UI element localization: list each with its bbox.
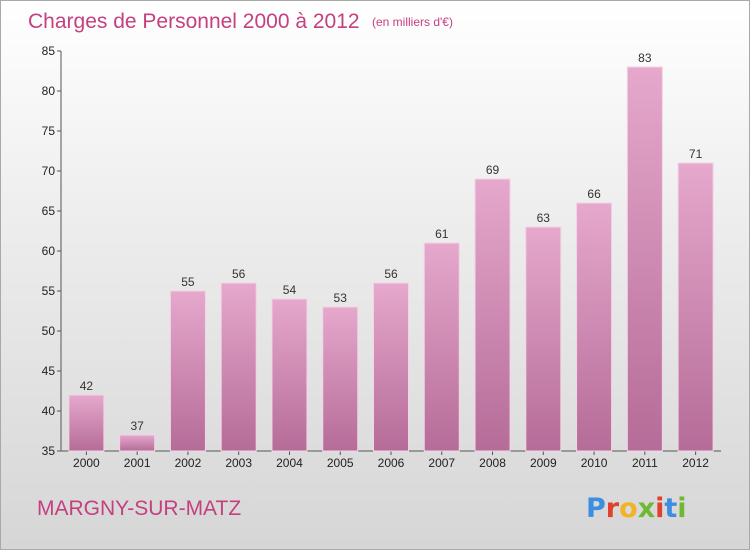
value-label: 54 [283,283,297,297]
bar [169,290,206,452]
y-tick-label: 40 [42,404,56,418]
x-tick-label: 2003 [225,456,252,470]
value-label: 53 [334,291,348,305]
logo-letter: i [677,493,686,524]
bar [525,226,562,452]
value-labels: 42 37 55 56 54 53 56 61 69 63 66 83 71 [80,51,703,433]
x-tick-label: 2010 [581,456,608,470]
value-label: 61 [435,227,449,241]
value-label: 56 [384,267,398,281]
y-tick-label: 85 [42,44,56,58]
bar [677,162,714,452]
y-tick-label: 45 [42,364,56,378]
x-tick-label: 2004 [276,456,303,470]
y-tick-label: 55 [42,284,56,298]
bar [119,434,156,452]
bar [474,178,511,452]
logo-letter: x [638,493,655,524]
value-label: 63 [537,211,551,225]
logo-letter: i [655,493,664,524]
y-tick-label: 50 [42,324,56,338]
y-axis: 35 40 45 50 55 60 65 70 75 80 85 [42,44,62,458]
y-tick-label: 65 [42,204,56,218]
chart-subtitle: (en milliers d'€) [372,15,453,29]
logo-letter: P [586,493,606,524]
y-tick-label: 35 [42,444,56,458]
logo-letter: t [664,493,677,524]
value-label: 71 [689,147,703,161]
value-label: 56 [232,267,246,281]
bar [271,298,308,452]
x-tick-label: 2002 [175,456,202,470]
bar [220,282,257,452]
proxiti-logo: Proxiti [586,493,687,524]
y-tick-label: 60 [42,244,56,258]
logo-letter: r [606,493,620,524]
x-axis: 2000 2001 2002 2003 2004 2005 2006 2007 2008 2009… [61,450,721,470]
value-label: 37 [130,419,144,433]
x-tick-label: 2011 [632,456,658,470]
x-tick-label: 2005 [327,456,354,470]
x-tick-label: 2009 [530,456,557,470]
bars [68,66,714,452]
value-label: 42 [80,379,94,393]
x-tick-label: 2006 [378,456,405,470]
bar [576,202,613,452]
bar [68,394,105,452]
city-name: MARGNY-SUR-MATZ [37,497,241,520]
chart-title: Charges de Personnel 2000 à 2012 [28,10,360,33]
bar [626,66,663,452]
value-label: 69 [486,163,500,177]
x-tick-label: 2012 [682,456,709,470]
bar [373,282,409,452]
x-tick-label: 2001 [124,456,151,470]
x-tick-label: 2007 [428,456,455,470]
y-tick-label: 80 [42,84,56,98]
value-label: 55 [181,275,195,289]
y-tick-label: 70 [42,164,56,178]
bar [322,306,359,452]
y-tick-label: 75 [42,124,56,138]
x-tick-label: 2000 [73,456,100,470]
value-label: 66 [587,187,601,201]
x-tick-label: 2008 [479,456,506,470]
value-label: 83 [638,51,652,65]
bar [423,242,460,452]
logo-letter: o [619,493,638,524]
